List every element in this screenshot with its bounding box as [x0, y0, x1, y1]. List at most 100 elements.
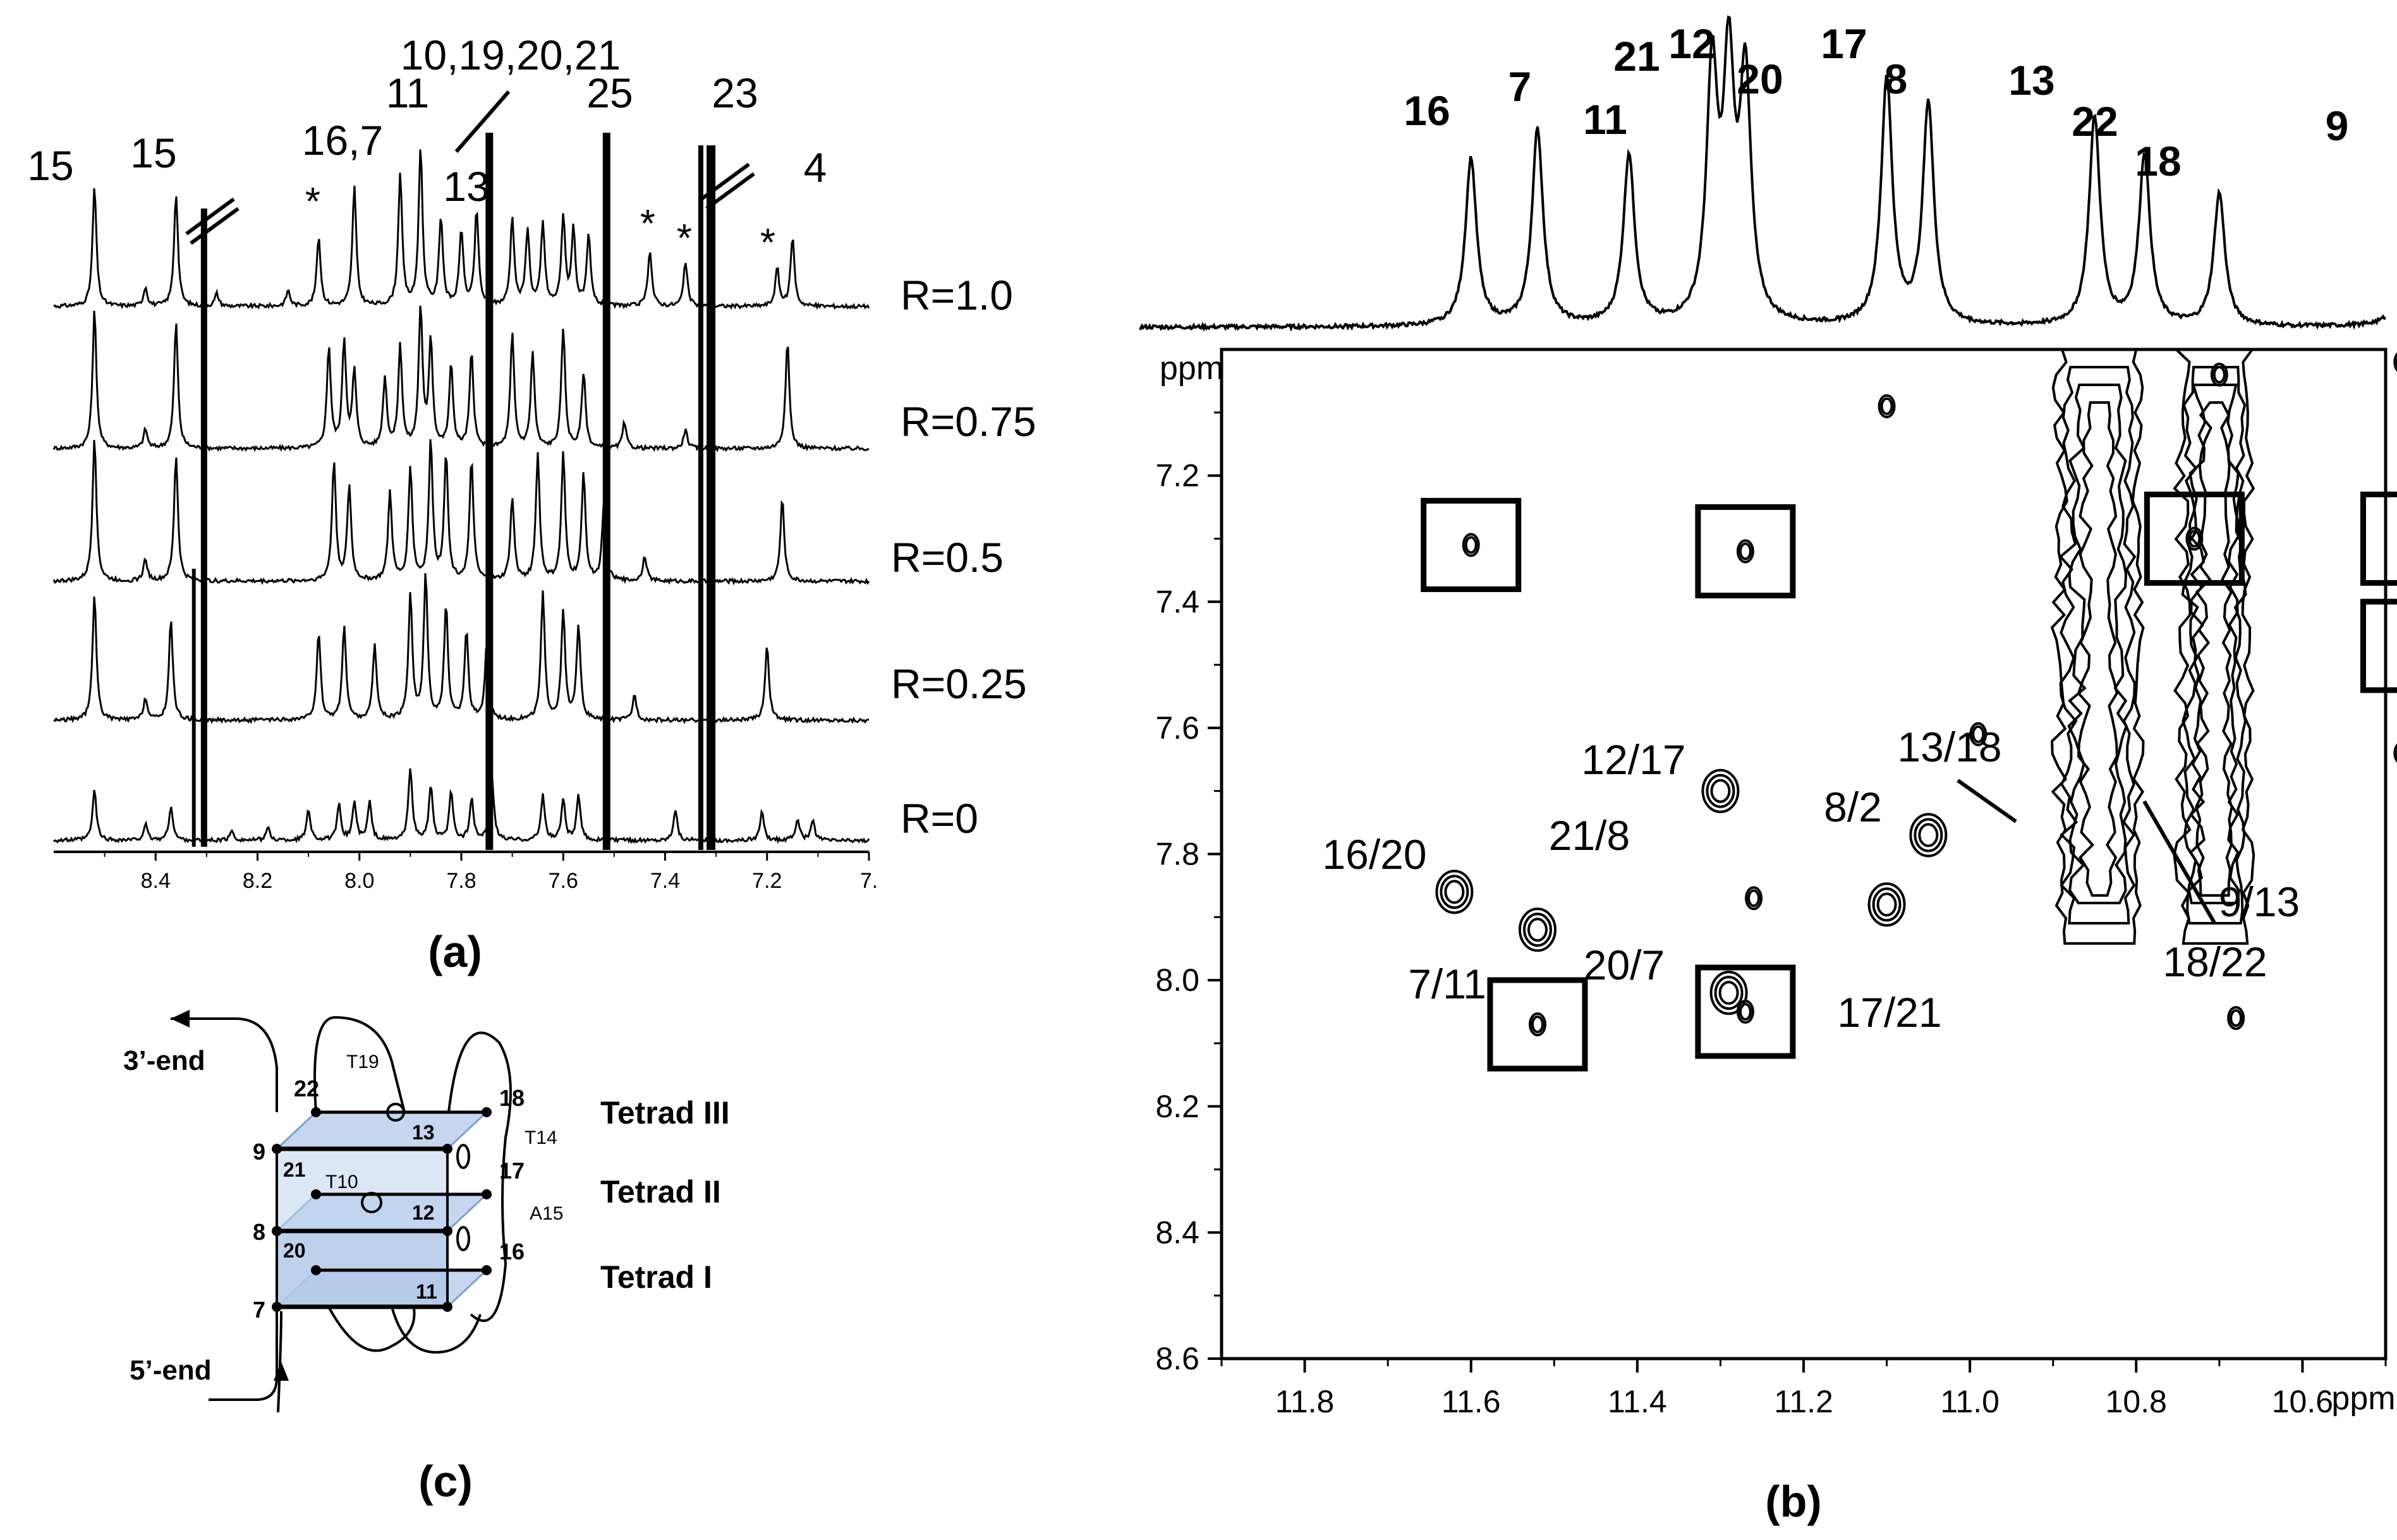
loop-bottom: [391, 1306, 482, 1354]
panel-b-2d-spectrum: 16 7 11 21 12 20 17 8 13 22 18 9 ppm ppm…: [1138, 15, 2397, 1526]
spectrum-trace: [52, 305, 870, 452]
cross-peak-contour: [1710, 779, 1731, 803]
panel-b-cross-peaks: [1435, 352, 2397, 1036]
guanine-vertex-dot: [272, 1302, 282, 1312]
x-tick-label: 11.8: [1275, 1384, 1335, 1419]
peak-label-4: 4: [804, 144, 827, 191]
diagonal-strip-contour: [2195, 401, 2233, 897]
guanine-vertex-dot: [272, 1226, 282, 1236]
cross-peak-contour: [1736, 539, 1754, 564]
crosspeak-label-16-20: 16/20: [1322, 831, 1426, 878]
arrow-5-end-icon: [274, 1362, 289, 1381]
pointer-line-10-19-20-21: [454, 90, 511, 153]
cross-peak-contour: [2185, 526, 2204, 551]
loop-right: [447, 1031, 512, 1322]
diagonal-strip-contour: [2058, 366, 2137, 925]
spectrum-trace: [53, 573, 870, 725]
panel-b-axis-ticks: 11.8 11.6 11.4 11.2 11.0 10.8 10.6 7.2 7.4 7.6 7.8…: [1155, 411, 2387, 1419]
cross-peak-contour: [1714, 976, 1744, 1010]
node-label-21: 21: [283, 1158, 306, 1181]
impurity-star-4: *: [760, 221, 775, 265]
node-label-9: 9: [253, 1139, 265, 1165]
nucleotide-t14: [456, 1144, 470, 1169]
crosspeak-label-13-18: 13/18: [1897, 724, 2001, 770]
highlight-box: [2360, 598, 2397, 693]
crosspeak-label-8-2: 8/2: [1824, 784, 1882, 830]
highlight-box: [1695, 504, 1796, 598]
node-label-a15: A15: [530, 1203, 563, 1224]
peak-label-25: 25: [586, 70, 633, 116]
strand-3-end: [171, 1017, 278, 1112]
cross-peak-contour: [1531, 1015, 1544, 1033]
cross-peak-contour: [1706, 773, 1735, 808]
trace-label-r-05: R=0.5: [891, 534, 1004, 581]
projection-label-20: 20: [1737, 56, 1783, 102]
peak-label-13: 13: [443, 163, 489, 210]
peak-label-23: 23: [712, 70, 758, 116]
diagonal-strip-contour: [2077, 401, 2118, 897]
y-tick-label: 8.0: [1155, 962, 1199, 998]
panel-c-topology-diagram: 22 9 21 8 20 7 13 12 11 18 17 16 T19 T10…: [123, 1010, 730, 1506]
node-label-7: 7: [253, 1297, 265, 1323]
peak-label-16-7: 16,7: [302, 117, 383, 164]
guanine-vertex-dot: [482, 1189, 492, 1199]
impurity-star-1: *: [305, 180, 320, 224]
axis-tick-label: 7.4: [650, 869, 680, 893]
projection-label-18: 18: [2135, 138, 2181, 185]
node-label-11: 11: [416, 1280, 437, 1303]
tetrad-label-ii: Tetrad II: [600, 1174, 721, 1210]
break-mark-2b: [705, 172, 755, 210]
impurity-star-3: *: [677, 217, 692, 260]
projection-label-12: 12: [1668, 20, 1714, 67]
cross-peak-contour: [2227, 1006, 2245, 1031]
x-tick-label: 10.8: [2106, 1384, 2167, 1419]
diagonal-strip-contour: [2067, 384, 2128, 904]
y-tick-label: 7.8: [1155, 837, 1199, 872]
break-mark-2a: [700, 162, 750, 201]
nucleotide-t10: [361, 1192, 382, 1213]
guanine-vertex-dot: [272, 1144, 282, 1154]
projection-label-13: 13: [2008, 57, 2054, 104]
nucleotide-a15: [456, 1226, 470, 1251]
guanine-vertex-dot: [311, 1107, 321, 1117]
strand-5-end: [209, 1307, 278, 1401]
loop-t19: [313, 1016, 406, 1113]
guanine-vertex-dot: [482, 1107, 492, 1117]
loop-bottom-inner: [327, 1306, 416, 1352]
x-tick-label: 11.4: [1608, 1384, 1667, 1419]
panel-b-diagonal-strips: [2050, 348, 2255, 945]
end-label-3: 3’-end: [123, 1045, 205, 1076]
projection-label-7: 7: [1508, 63, 1532, 110]
peak-label-10-19-20-21: 10,19,20,21: [401, 32, 621, 78]
tetrad-label-iii: Tetrad III: [600, 1095, 730, 1131]
cross-peak-contour: [1709, 971, 1748, 1016]
trace-label-r-025: R=0.25: [891, 660, 1027, 707]
cross-peak-contour: [1462, 533, 1480, 557]
highlight-box: [2144, 491, 2245, 586]
cross-peak-contour: [1745, 886, 1763, 911]
panel-a-ticks: 8.4 8.2 8.0 7.8 7.6 7.4 7.2 7.: [104, 852, 878, 893]
pointer-line-9-13: [2142, 800, 2217, 925]
peak-label-11: 11: [386, 70, 430, 116]
y-tick-label: 7.4: [1155, 584, 1199, 619]
cross-peak-contour: [1914, 818, 1943, 852]
panel-b-projection-labels: 16 7 11 21 12 20 17 8 13 22 18 9: [1404, 20, 2348, 185]
guanine-vertex-dot: [482, 1265, 492, 1275]
node-label-20: 20: [283, 1239, 306, 1262]
panel-c-label: (c): [418, 1457, 473, 1506]
peak-label-15-a: 15: [27, 142, 73, 189]
panel-a-spectra: 8.4 8.2 8.0 7.8 7.6 7.4 7.2 7. 15 15 16,7 11 10…: [27, 32, 1036, 976]
cross-peak-contour: [1528, 1012, 1546, 1036]
peak-label-15-b: 15: [130, 130, 176, 176]
projection-label-8: 8: [1884, 56, 1908, 102]
node-label-8: 8: [253, 1219, 265, 1245]
highlight-box: [1421, 497, 1522, 592]
trace-label-r-0: R=0: [901, 795, 978, 842]
projection-label-17: 17: [1821, 20, 1867, 67]
cross-peak-contour: [1739, 1003, 1752, 1021]
cross-peak-contour: [1969, 722, 1987, 746]
projection-label-21: 21: [1613, 33, 1660, 80]
crosspeak-label-18-22: 18/22: [2163, 938, 2267, 985]
cross-peak-contour: [1527, 918, 1548, 942]
highlight-box: [1695, 964, 1796, 1059]
